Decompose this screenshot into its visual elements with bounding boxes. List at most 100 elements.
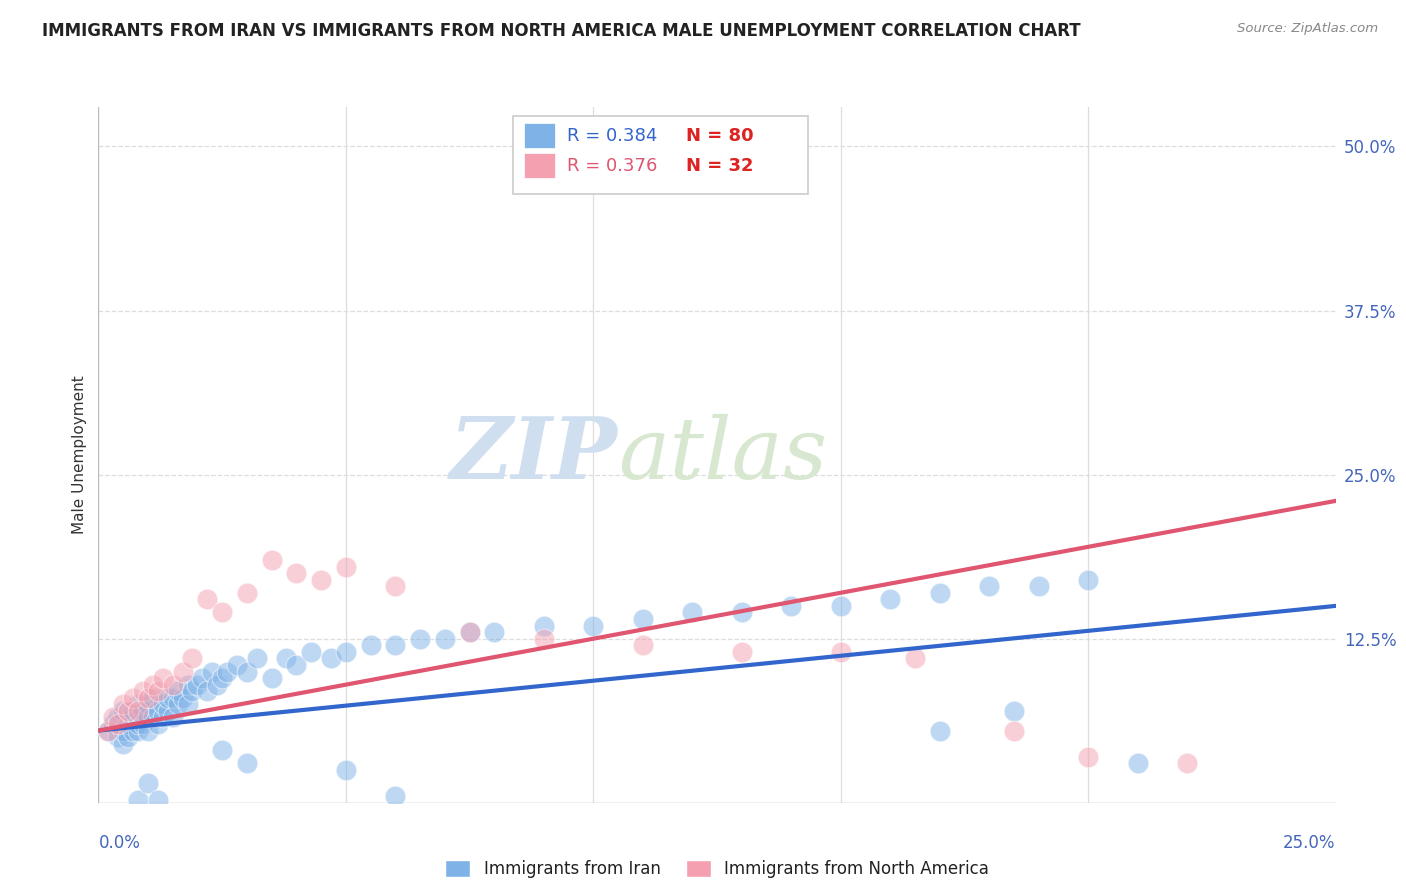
Point bbox=[195, 684, 218, 698]
Point bbox=[132, 704, 155, 718]
Point bbox=[731, 645, 754, 659]
Point bbox=[97, 723, 120, 738]
Point bbox=[631, 638, 654, 652]
Point bbox=[127, 723, 149, 738]
Point bbox=[162, 690, 184, 705]
Point bbox=[107, 730, 129, 744]
Point bbox=[285, 566, 308, 580]
Point bbox=[299, 645, 322, 659]
Text: 0.0%: 0.0% bbox=[98, 834, 141, 852]
Point bbox=[246, 651, 269, 665]
Point bbox=[360, 638, 382, 652]
Point bbox=[107, 710, 129, 724]
Point bbox=[97, 723, 120, 738]
Point bbox=[146, 704, 169, 718]
Point bbox=[1002, 723, 1025, 738]
Point bbox=[384, 579, 406, 593]
Point bbox=[195, 592, 218, 607]
Text: N = 80: N = 80 bbox=[686, 127, 754, 145]
Point bbox=[146, 684, 169, 698]
Point bbox=[103, 710, 125, 724]
Point bbox=[117, 704, 139, 718]
Point bbox=[136, 723, 159, 738]
Point bbox=[191, 671, 214, 685]
Point bbox=[335, 645, 357, 659]
Point bbox=[211, 743, 233, 757]
Text: Source: ZipAtlas.com: Source: ZipAtlas.com bbox=[1237, 22, 1378, 36]
Point bbox=[181, 684, 204, 698]
Point bbox=[176, 698, 198, 712]
Point bbox=[142, 710, 165, 724]
Point bbox=[830, 645, 852, 659]
Point bbox=[236, 586, 259, 600]
Text: 25.0%: 25.0% bbox=[1284, 834, 1336, 852]
Point bbox=[1028, 579, 1050, 593]
Point bbox=[127, 698, 149, 712]
Point bbox=[146, 717, 169, 731]
Point bbox=[107, 717, 129, 731]
Point bbox=[112, 698, 135, 712]
Text: N = 32: N = 32 bbox=[686, 157, 754, 175]
Point bbox=[458, 625, 481, 640]
Point bbox=[122, 723, 145, 738]
Point bbox=[142, 678, 165, 692]
Point bbox=[433, 632, 456, 646]
Point bbox=[156, 690, 179, 705]
Point bbox=[122, 704, 145, 718]
Point bbox=[112, 723, 135, 738]
Point bbox=[152, 671, 174, 685]
Point bbox=[217, 665, 239, 679]
Point bbox=[172, 665, 194, 679]
Point bbox=[681, 606, 703, 620]
Point bbox=[127, 717, 149, 731]
Point bbox=[156, 704, 179, 718]
Point bbox=[384, 789, 406, 804]
Point bbox=[484, 625, 506, 640]
Point bbox=[186, 678, 208, 692]
Text: IMMIGRANTS FROM IRAN VS IMMIGRANTS FROM NORTH AMERICA MALE UNEMPLOYMENT CORRELAT: IMMIGRANTS FROM IRAN VS IMMIGRANTS FROM … bbox=[42, 22, 1081, 40]
Point bbox=[928, 723, 950, 738]
Point bbox=[117, 730, 139, 744]
Point bbox=[226, 657, 249, 672]
Point bbox=[780, 599, 803, 613]
Point bbox=[132, 717, 155, 731]
Point bbox=[276, 651, 298, 665]
Point bbox=[136, 776, 159, 790]
Legend: Immigrants from Iran, Immigrants from North America: Immigrants from Iran, Immigrants from No… bbox=[439, 854, 995, 885]
Point bbox=[335, 763, 357, 777]
Point bbox=[879, 592, 901, 607]
Point bbox=[582, 618, 605, 632]
Point bbox=[285, 657, 308, 672]
Point bbox=[132, 684, 155, 698]
Point bbox=[533, 618, 555, 632]
Point bbox=[181, 651, 204, 665]
Point bbox=[904, 651, 927, 665]
Point bbox=[309, 573, 332, 587]
Point bbox=[136, 710, 159, 724]
Point bbox=[335, 559, 357, 574]
Point bbox=[162, 678, 184, 692]
Point bbox=[236, 665, 259, 679]
Point bbox=[122, 690, 145, 705]
Point bbox=[384, 638, 406, 652]
Point bbox=[1077, 749, 1099, 764]
Point bbox=[127, 704, 149, 718]
Point bbox=[731, 606, 754, 620]
Point bbox=[458, 625, 481, 640]
Point bbox=[166, 698, 188, 712]
Point bbox=[533, 632, 555, 646]
Point bbox=[142, 690, 165, 705]
Point bbox=[176, 678, 198, 692]
Point bbox=[319, 651, 342, 665]
Point bbox=[236, 756, 259, 771]
Point bbox=[162, 710, 184, 724]
Point bbox=[201, 665, 224, 679]
Text: ZIP: ZIP bbox=[450, 413, 619, 497]
Point bbox=[1175, 756, 1198, 771]
Point bbox=[146, 793, 169, 807]
Point bbox=[211, 606, 233, 620]
Point bbox=[260, 553, 283, 567]
Point bbox=[928, 586, 950, 600]
Point bbox=[979, 579, 1001, 593]
Point bbox=[205, 678, 228, 692]
